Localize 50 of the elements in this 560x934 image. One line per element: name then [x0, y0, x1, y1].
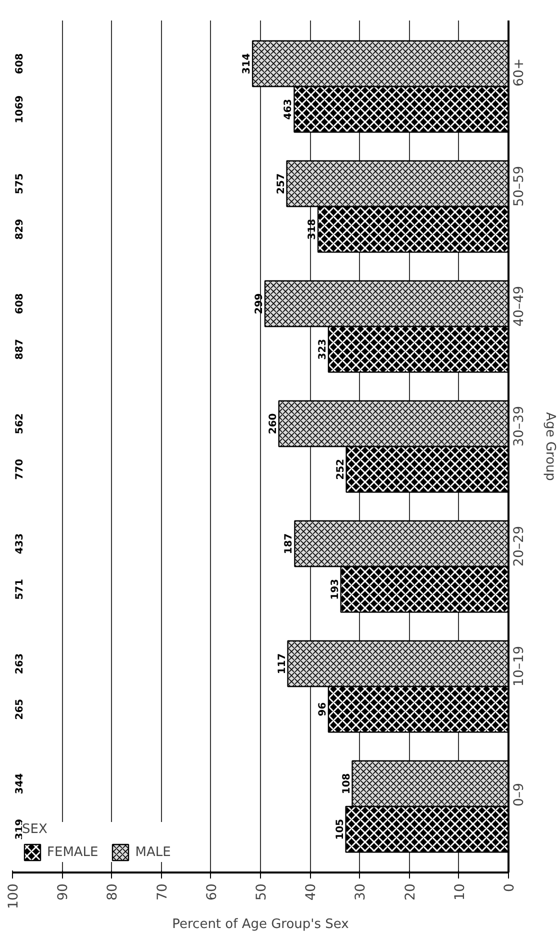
x-tick-label: 80: [106, 883, 121, 900]
annotation: 1069: [14, 95, 26, 124]
x-tick-label: 50: [254, 883, 270, 900]
y-tick-label: 50–59: [512, 166, 527, 206]
annotation: 263: [14, 653, 26, 674]
y-tick-label: 20–29: [512, 526, 527, 566]
annotation: 562: [14, 413, 26, 434]
y-axis-title: Age Group: [542, 412, 558, 481]
annotation: 252: [335, 458, 346, 480]
annotation: 257: [276, 173, 287, 194]
annotation: 265: [14, 698, 26, 720]
annotation: 829: [14, 218, 26, 240]
annotation: 318: [307, 218, 318, 240]
y-tick-label: 0–9: [512, 782, 527, 806]
annotation: 314: [242, 53, 253, 74]
x-tick-label: 10: [452, 883, 468, 900]
annotation: 299: [254, 293, 265, 314]
annotation: 770: [14, 458, 26, 480]
annotation: 105: [334, 818, 346, 840]
x-tick-label: 40: [304, 883, 320, 900]
x-tick-label: 20: [403, 883, 418, 900]
annotation: 887: [14, 338, 26, 360]
x-tick-label: 90: [56, 883, 72, 900]
legend-label: FEMALE: [47, 844, 98, 860]
y-tick-label: 30–39: [512, 406, 527, 446]
annotation: 108: [341, 773, 352, 794]
x-tick-label: 30: [354, 883, 369, 900]
x-tick-label: 60: [204, 883, 220, 900]
annotation: 323: [317, 338, 328, 360]
annotation: 260: [268, 413, 279, 434]
annotation: 608: [14, 293, 26, 314]
y-tick-label: 40–49: [512, 286, 527, 326]
annotation: 187: [284, 533, 295, 554]
annotation: 193: [330, 578, 341, 600]
annotation: 433: [14, 533, 26, 554]
annotation: 571: [14, 578, 26, 600]
x-tick-label: 0: [502, 883, 518, 892]
y-tick-label: 10–19: [512, 646, 527, 686]
annotation: 344: [14, 773, 26, 794]
annotation: 575: [14, 173, 26, 194]
y-tick-label: 60+: [512, 58, 527, 86]
x-axis-title: Percent of Age Group's Sex: [172, 916, 350, 932]
annotation: 608: [14, 53, 26, 74]
legend-label: MALE: [135, 844, 171, 860]
annotation: 463: [283, 98, 294, 120]
annotation: 96: [317, 702, 328, 716]
annotation: 117: [276, 653, 288, 674]
x-tick-label: 100: [6, 883, 22, 909]
x-tick-label: 70: [155, 883, 170, 900]
legend-title: SEX: [22, 822, 48, 837]
